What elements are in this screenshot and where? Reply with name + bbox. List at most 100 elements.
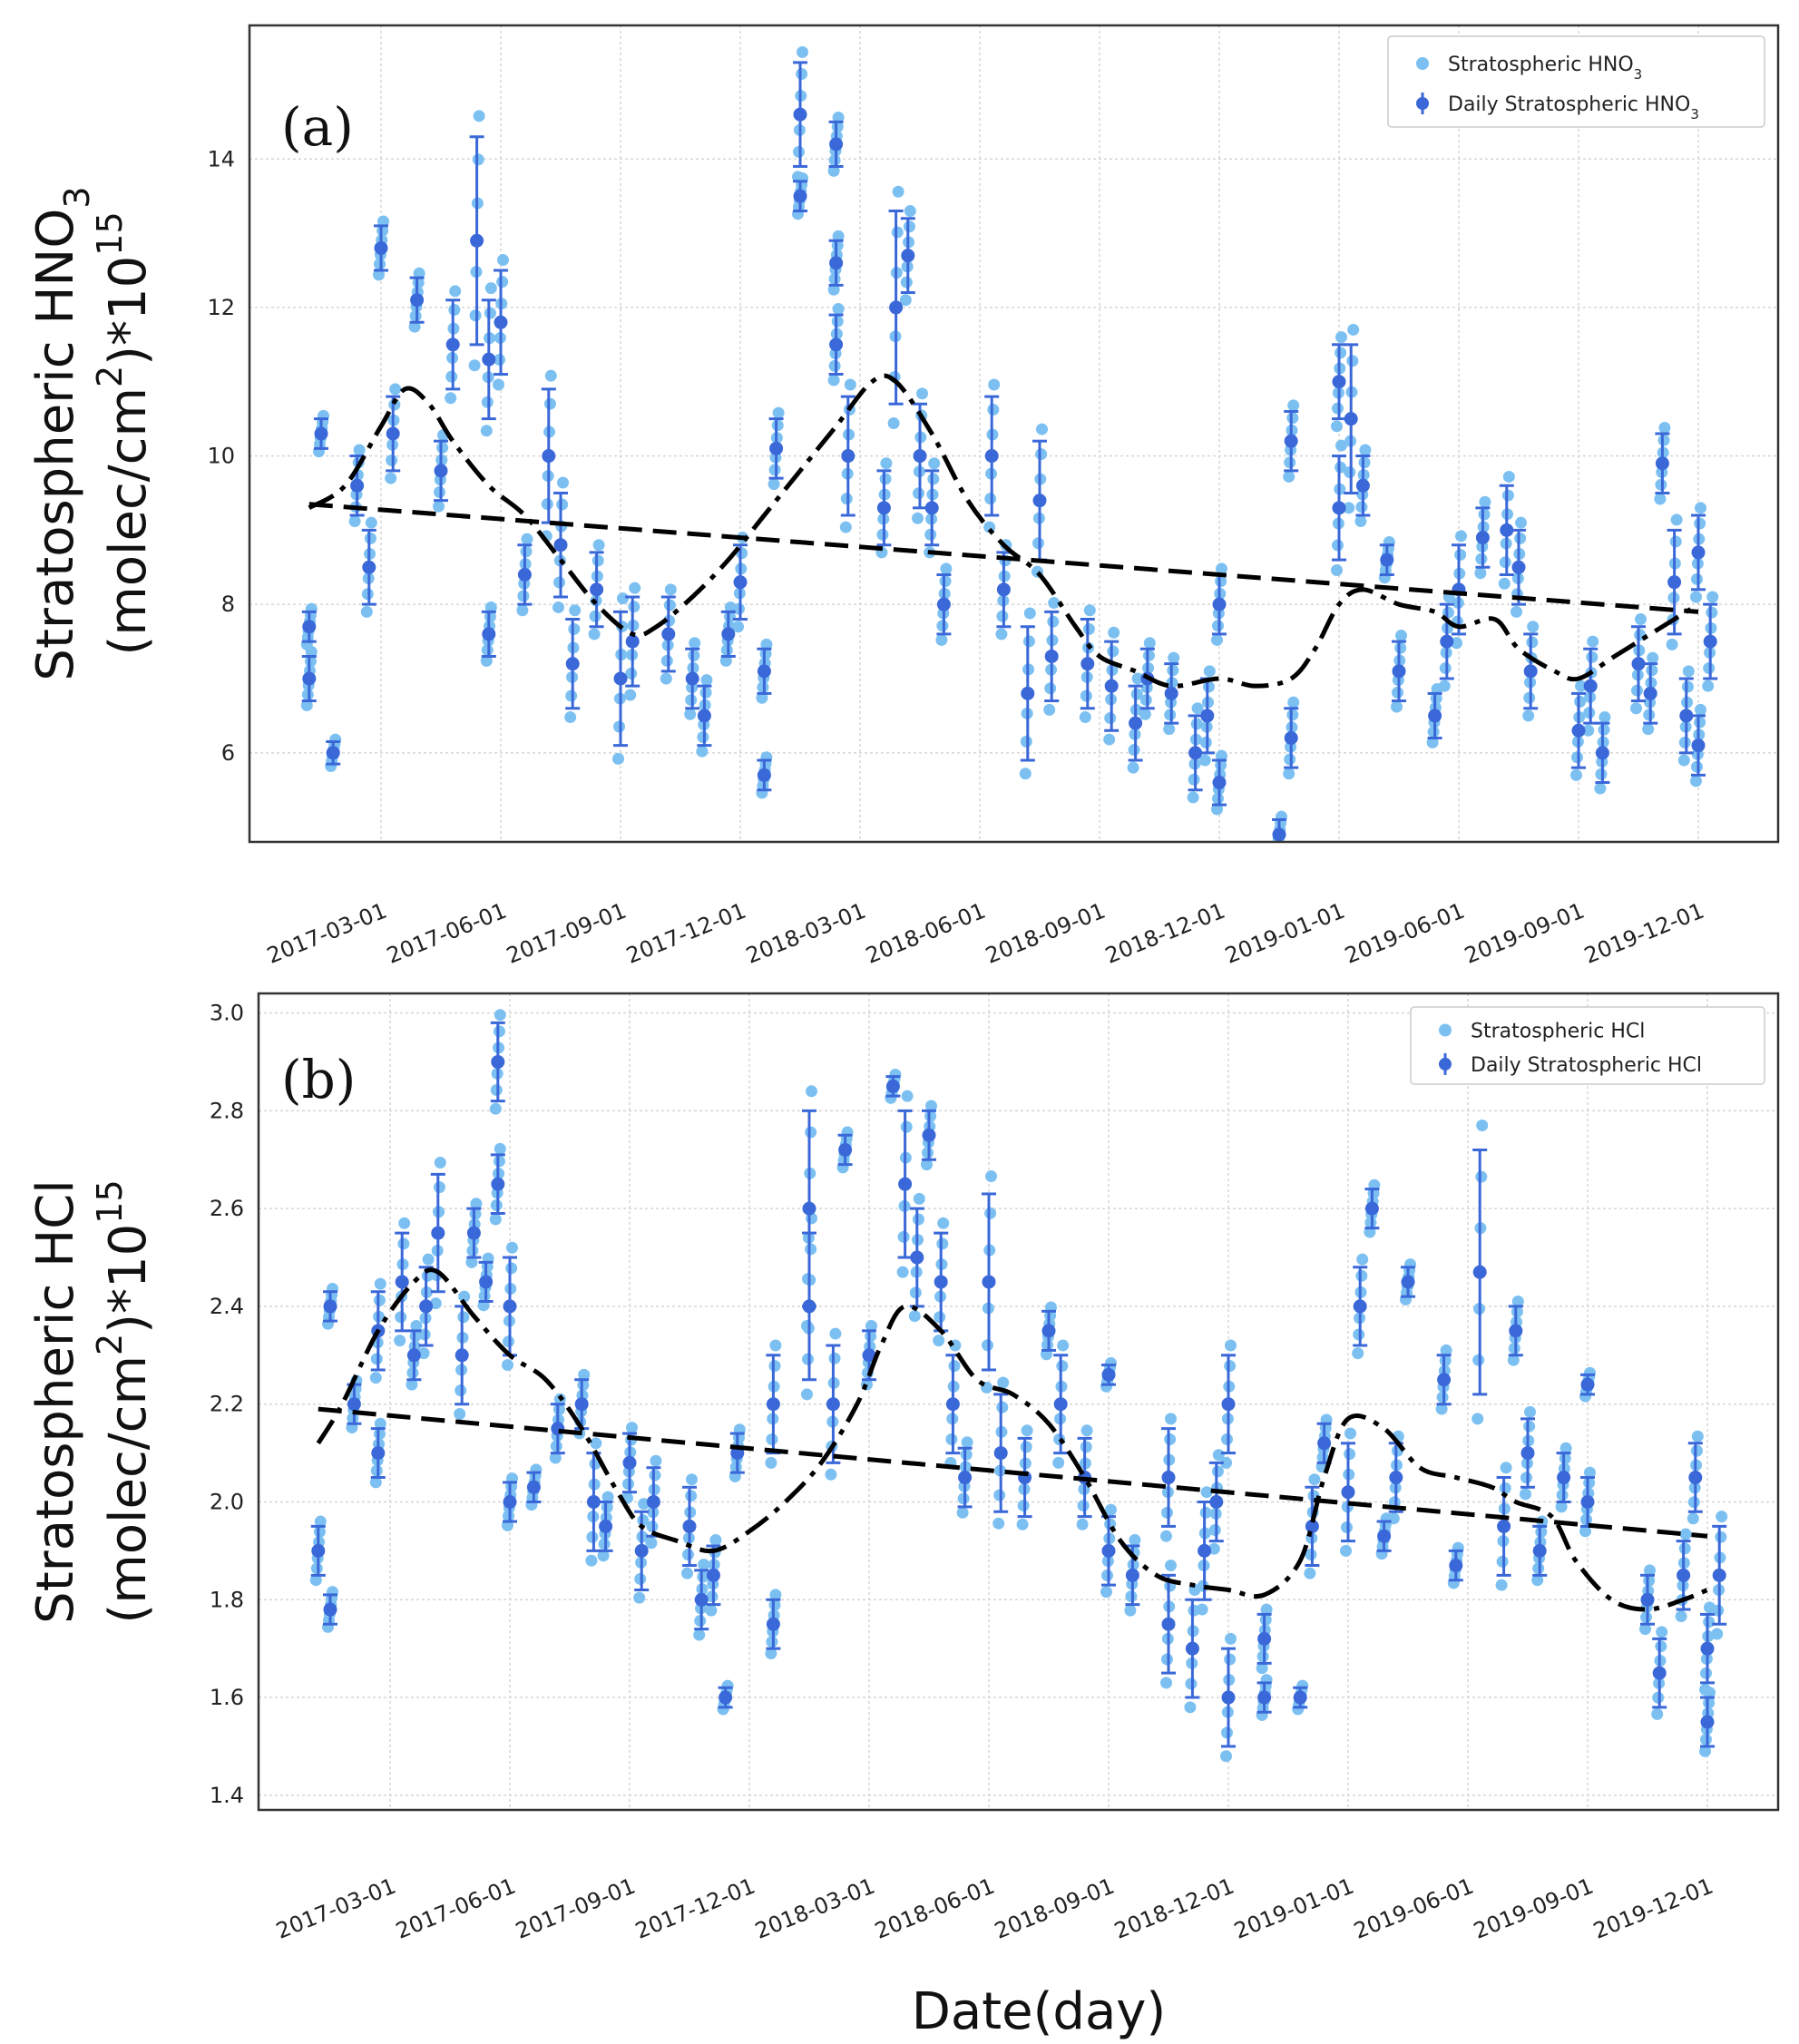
- daily-point: [793, 189, 807, 203]
- daily-point: [1655, 456, 1669, 471]
- raw-point: [1139, 708, 1151, 720]
- raw-point: [832, 111, 845, 123]
- daily-point: [1652, 1666, 1667, 1680]
- raw-point: [305, 646, 318, 659]
- daily-point: [1317, 1436, 1332, 1451]
- raw-point: [493, 1025, 505, 1038]
- daily-point: [1377, 1529, 1392, 1543]
- raw-point: [1570, 768, 1582, 781]
- raw-point: [1021, 1424, 1033, 1437]
- raw-point: [765, 1648, 777, 1660]
- daily-point: [395, 1275, 409, 1289]
- daily-point: [479, 1275, 494, 1289]
- raw-point: [765, 1456, 777, 1469]
- raw-point: [805, 1243, 817, 1256]
- raw-point: [629, 582, 641, 594]
- daily-point: [934, 1275, 948, 1289]
- raw-point: [373, 269, 385, 281]
- raw-point: [1511, 1306, 1523, 1318]
- daily-point: [697, 709, 711, 723]
- raw-point: [1677, 754, 1690, 767]
- raw-point: [417, 1347, 430, 1360]
- raw-point: [831, 121, 844, 133]
- raw-point: [1630, 702, 1642, 715]
- raw-point: [1522, 709, 1535, 722]
- raw-point: [832, 230, 845, 242]
- raw-point: [1690, 775, 1702, 787]
- x-tick-label: 2018-06-01: [871, 1873, 998, 1944]
- raw-point: [1271, 846, 1283, 858]
- daily-point: [1703, 634, 1717, 649]
- raw-point: [1435, 1403, 1448, 1415]
- raw-point: [1215, 758, 1227, 771]
- raw-point: [896, 1266, 909, 1278]
- raw-point: [901, 1090, 914, 1102]
- raw-point: [987, 403, 1000, 416]
- x-tick-label: 2019-06-01: [1341, 898, 1468, 969]
- raw-point: [768, 1360, 781, 1373]
- raw-point: [1694, 716, 1706, 729]
- daily-point: [1557, 1471, 1571, 1485]
- x-tick-label: 2019-01-01: [1230, 1873, 1357, 1944]
- daily-point: [431, 1226, 445, 1240]
- raw-point: [1200, 1486, 1213, 1499]
- daily-point: [1401, 1275, 1415, 1289]
- x-tick-label: 2018-12-01: [1110, 1873, 1237, 1944]
- raw-point: [650, 1454, 662, 1467]
- raw-point: [829, 1327, 842, 1340]
- panel-a: 681012142017-03-012017-06-012017-09-0120…: [26, 24, 1780, 969]
- raw-point: [457, 1311, 470, 1324]
- raw-point: [1531, 1574, 1544, 1587]
- raw-point: [928, 457, 941, 470]
- raw-point: [1559, 1452, 1571, 1465]
- raw-point: [1016, 1518, 1029, 1531]
- raw-point: [1502, 470, 1515, 483]
- raw-point: [1080, 1441, 1092, 1453]
- raw-point: [1019, 768, 1031, 780]
- raw-point: [1699, 1683, 1711, 1696]
- raw-point: [1711, 1628, 1724, 1640]
- daily-point: [1679, 709, 1694, 723]
- daily-point: [1032, 494, 1047, 508]
- raw-point: [1142, 649, 1155, 661]
- raw-point: [489, 1213, 502, 1226]
- daily-point: [984, 449, 999, 464]
- raw-point: [827, 374, 840, 386]
- raw-point: [865, 1330, 877, 1343]
- daily-point: [1571, 723, 1586, 738]
- x-tick-label: 2017-03-01: [272, 1873, 399, 1944]
- raw-point: [1344, 1448, 1356, 1461]
- raw-point: [827, 164, 840, 177]
- daily-point: [386, 426, 400, 441]
- raw-point: [1283, 768, 1295, 780]
- raw-point: [1507, 1354, 1520, 1366]
- daily-point: [1583, 679, 1598, 693]
- daily-point: [885, 1079, 900, 1093]
- raw-point: [1100, 1586, 1112, 1599]
- daily-point: [733, 575, 748, 590]
- raw-point: [373, 1428, 386, 1441]
- raw-point: [1438, 680, 1451, 692]
- raw-point: [1678, 1542, 1691, 1555]
- y-axis-title-line1: Stratospheric HCl: [26, 1179, 85, 1624]
- raw-point: [995, 628, 1008, 641]
- daily-point: [362, 560, 376, 574]
- daily-point: [769, 441, 784, 455]
- raw-point: [412, 277, 425, 289]
- raw-point: [1501, 489, 1514, 502]
- raw-point: [1129, 1534, 1141, 1547]
- raw-point: [1476, 1120, 1489, 1132]
- raw-point: [924, 1110, 937, 1122]
- daily-point: [1700, 1641, 1715, 1656]
- raw-point: [1335, 461, 1347, 474]
- daily-point: [1293, 1690, 1307, 1705]
- raw-point: [927, 473, 940, 485]
- raw-point: [373, 1294, 386, 1306]
- raw-point: [772, 406, 785, 419]
- raw-point: [1080, 1424, 1093, 1437]
- raw-point: [984, 1207, 997, 1219]
- raw-point: [1582, 724, 1595, 737]
- daily-point: [993, 1446, 1008, 1461]
- plot-frame: [257, 992, 1780, 1812]
- raw-point: [1527, 621, 1540, 633]
